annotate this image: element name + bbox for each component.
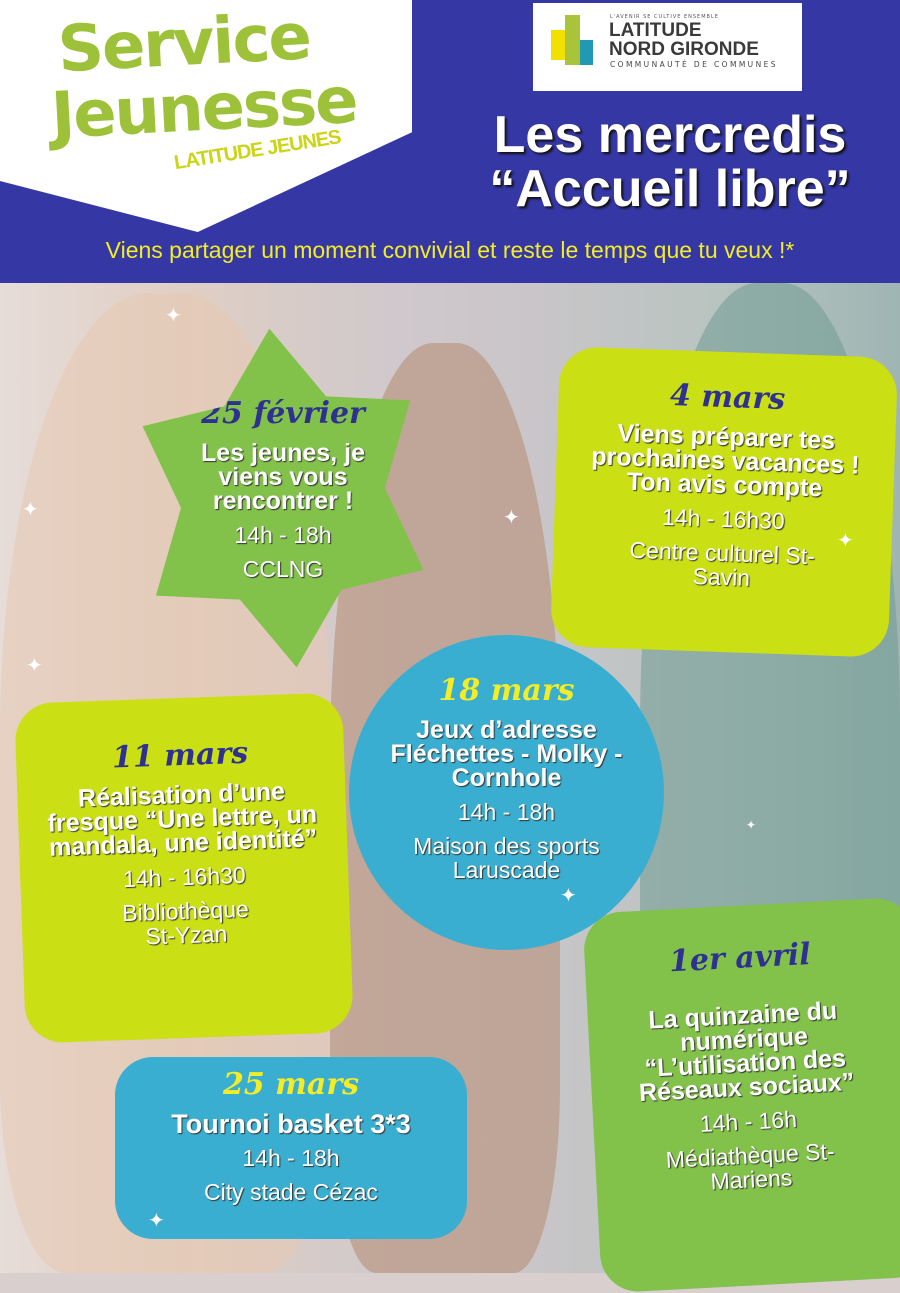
- event-desc: Les jeunes, je viens vous rencontrer !: [201, 439, 365, 515]
- event-date: 18 mars: [438, 673, 575, 708]
- event-date: 1er avril: [668, 937, 812, 980]
- logo-subtitle: COMMUNAUTÉ DE COMMUNES: [610, 60, 778, 69]
- event-place: Médiathèque St-Mariens: [665, 1138, 836, 1195]
- sparkle-icon: ✦: [26, 653, 43, 677]
- event-desc: Viens préparer tes prochaines vacances !…: [590, 419, 860, 503]
- event-time: 14h - 16h30: [122, 861, 247, 893]
- event-card-18-mars: 18 mars Jeux d’adresse Fléchettes - Molk…: [349, 635, 664, 950]
- event-time: 14h - 18h: [457, 799, 556, 825]
- event-desc: Tournoi basket 3*3: [171, 1109, 411, 1139]
- sparkle-icon: ✦: [837, 528, 854, 552]
- latitude-nord-gironde-logo: L'AVENIR SE CULTIVE ENSEMBLE LATITUDE NOR…: [533, 3, 802, 91]
- event-card-1er-avril: 1er avril La quinzaine du numérique “L’u…: [582, 896, 900, 1293]
- logo-bars-icon: [548, 15, 598, 70]
- event-card-4-mars: 4 mars Viens préparer tes prochaines vac…: [549, 346, 899, 658]
- event-date: 25 mars: [222, 1067, 360, 1102]
- sparkle-icon: ✦: [560, 883, 577, 907]
- event-place: CCLNG: [242, 556, 324, 582]
- event-place: City stade Cézac: [204, 1179, 378, 1205]
- sparkle-icon: ✦: [503, 505, 520, 529]
- event-time: 14h - 18h: [234, 522, 332, 548]
- sparkle-icon: ✦: [22, 497, 39, 521]
- event-desc: Jeux d’adresse Fléchettes - Molky - Corn…: [390, 716, 623, 792]
- event-time: 14h - 16h: [699, 1105, 798, 1138]
- event-time: 14h - 16h30: [661, 503, 786, 535]
- event-place: Centre culturel St-Savin: [629, 536, 816, 591]
- event-date: 4 mars: [669, 378, 786, 418]
- event-date: 11 mars: [111, 735, 249, 776]
- event-time: 14h - 18h: [242, 1145, 340, 1171]
- service-jeunesse-logo: Service Jeunesse LATITUDE JEUNES: [49, 0, 358, 174]
- sparkle-icon: ✦: [165, 303, 182, 327]
- event-desc: La quinzaine du numérique “L’utilisation…: [638, 996, 855, 1108]
- sparkle-icon: ✦: [746, 818, 757, 832]
- logo-tagline: L'AVENIR SE CULTIVE ENSEMBLE: [610, 14, 719, 20]
- sparkle-icon: ✦: [148, 1208, 165, 1232]
- page-title: Les mercredis “Accueil libre”: [489, 106, 851, 218]
- event-card-11-mars: 11 mars Réalisation d’une fresque “Une l…: [14, 692, 354, 1044]
- event-desc: Réalisation d’une fresque “Une lettre, u…: [47, 777, 318, 862]
- event-place: Bibliothèque St-Yzan: [121, 895, 250, 950]
- event-place: Maison des sports Laruscade: [413, 833, 600, 883]
- event-date: 25 février: [201, 396, 365, 431]
- subtitle: Viens partager un moment convivial et re…: [105, 237, 795, 263]
- logo-name: LATITUDE NORD GIRONDE: [609, 20, 759, 60]
- event-card-25-mars: 25 mars Tournoi basket 3*3 14h - 18h Cit…: [115, 1057, 467, 1239]
- header-banner: Service Jeunesse LATITUDE JEUNES L'AVENI…: [0, 0, 900, 283]
